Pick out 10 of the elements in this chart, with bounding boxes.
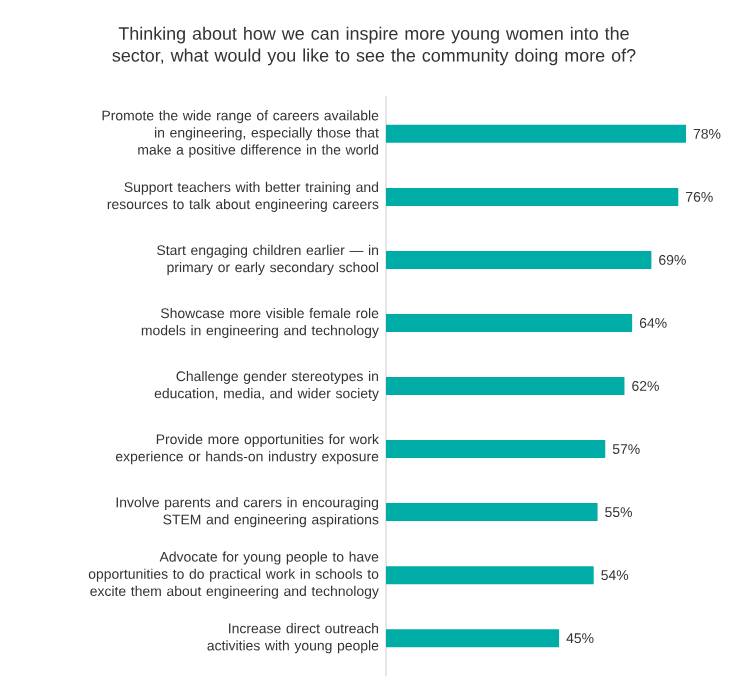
bar <box>386 124 686 143</box>
bar <box>386 313 633 332</box>
bar <box>386 566 594 585</box>
bar <box>386 440 606 459</box>
bar <box>386 377 625 396</box>
bar <box>386 629 560 648</box>
bar <box>386 503 598 522</box>
bar <box>386 250 652 269</box>
bar <box>386 187 679 206</box>
chart-title: Thinking about how we can inspire more young women into the sector, what would you like to see the community doing more of? <box>112 26 636 66</box>
